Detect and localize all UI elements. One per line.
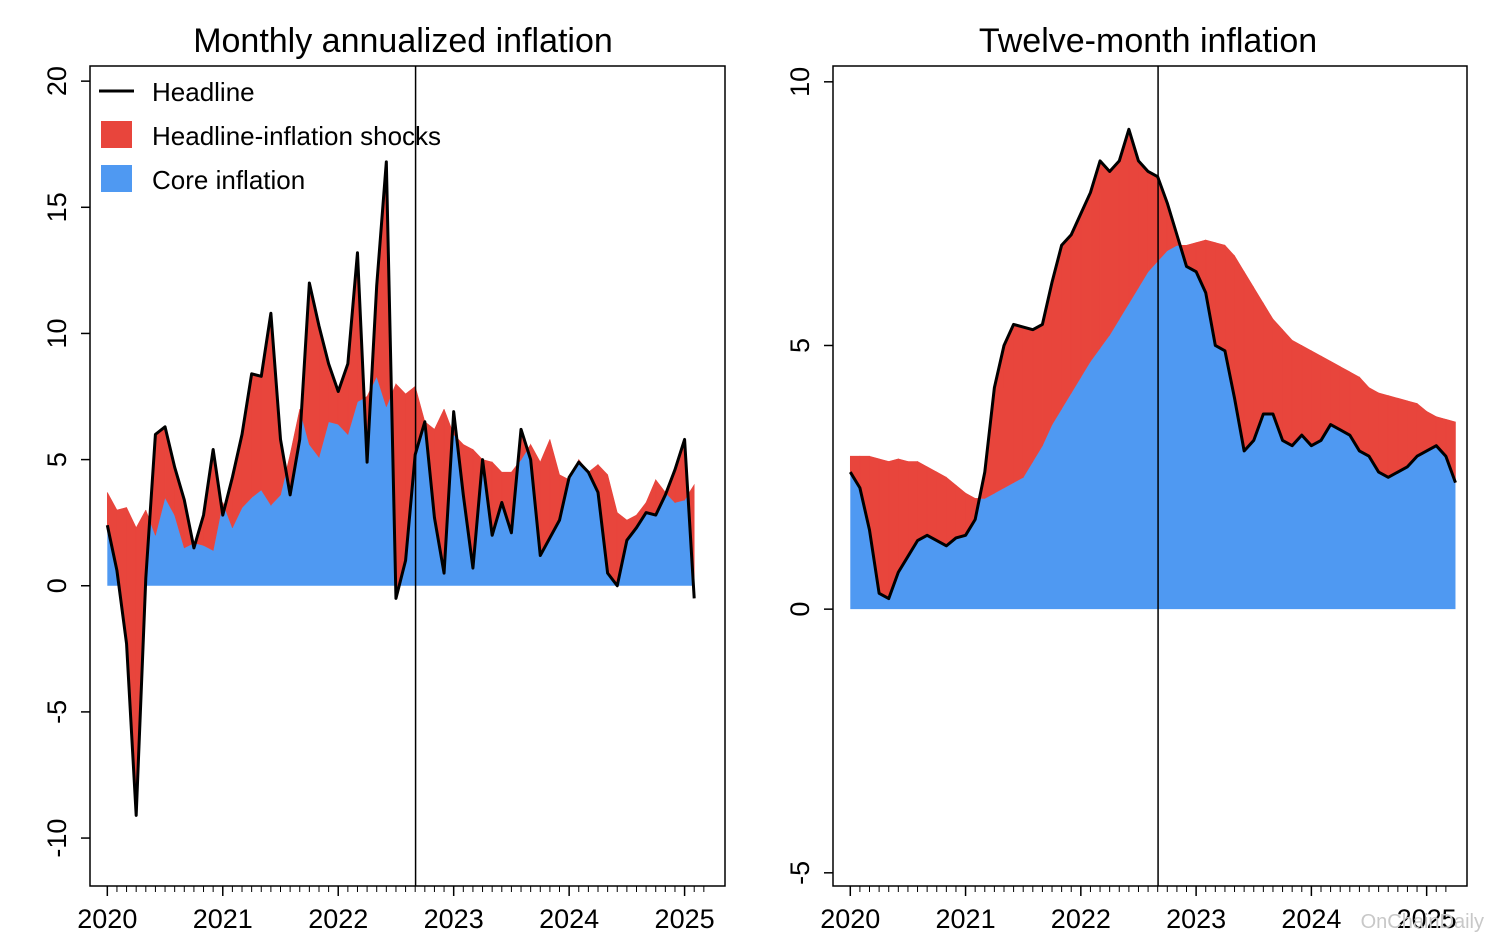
chart-title: Monthly annualized inflation (193, 22, 613, 60)
shock-segment (645, 479, 657, 516)
y-tick-label: 15 (42, 192, 72, 222)
y-tick-label: -5 (42, 700, 72, 724)
shock-segment (1359, 376, 1370, 457)
shock-segment (1138, 160, 1149, 289)
x-tick-label: 2020 (77, 904, 137, 934)
shock-segment (1378, 392, 1389, 478)
shock-segment (607, 474, 618, 587)
shock-segment (1282, 328, 1293, 447)
watermark: OnChainDaily (1360, 911, 1484, 933)
panel-monthly: Monthly annualized inflation -10 -5 0 5 10 15… (42, 22, 726, 934)
headline-line (849, 127, 1457, 601)
shock-segment (878, 458, 890, 600)
shock-segment (1291, 339, 1303, 447)
shock-segment (241, 373, 252, 509)
shock-segment (1387, 395, 1399, 478)
legend: Headline Headline-inflation shocks Core … (99, 77, 441, 195)
shock-segment (1243, 270, 1255, 452)
legend-shocks-swatch (101, 121, 132, 148)
shock-segment (926, 466, 938, 542)
shock-segment (1215, 242, 1226, 352)
x-tick-label: 2021 (936, 904, 996, 934)
headline-line (105, 160, 696, 817)
shock-segment (955, 484, 966, 539)
shock-segment (1301, 344, 1312, 447)
shock-segment (1013, 323, 1024, 484)
y-tick-label: -10 (42, 819, 72, 858)
x-tick-label: 2022 (1051, 904, 1111, 934)
legend-core-swatch (101, 165, 132, 192)
y-tick-label: 0 (785, 602, 815, 617)
x-tick-label: 2023 (1166, 904, 1226, 934)
y-tick-label: -5 (785, 861, 815, 885)
legend-core-label: Core inflation (152, 165, 305, 195)
y-tick-label: 5 (42, 452, 72, 467)
shock-segment (1416, 402, 1427, 457)
shock-segment (1339, 366, 1351, 436)
shock-segment (1109, 160, 1120, 337)
shock-segment (328, 363, 339, 425)
x-tick-label: 2024 (1281, 904, 1341, 934)
shock-segment (1080, 192, 1091, 379)
shock-segment (1099, 160, 1110, 350)
shock-segment (1311, 350, 1322, 447)
shock-segment (1070, 213, 1082, 395)
legend-shocks-label: Headline-inflation shocks (152, 121, 441, 151)
plot-frame (89, 65, 726, 887)
shock-segment (898, 458, 909, 574)
chart-title: Twelve-month inflation (979, 22, 1317, 60)
x-tick-label: 2021 (193, 904, 253, 934)
shock-segment (1061, 233, 1072, 410)
shock-segment (1263, 302, 1274, 415)
shock-segment (917, 460, 928, 542)
shock-segment (251, 373, 262, 499)
x-tick-label: 2023 (424, 904, 484, 934)
x-tick-label: 2025 (655, 904, 715, 934)
legend-headline-label: Headline (152, 77, 255, 107)
shock-segment (946, 476, 957, 547)
y-tick-label: 10 (785, 67, 815, 97)
shock-segment (1003, 324, 1014, 489)
x-tick-label: 2025 (1397, 904, 1457, 934)
x-tick-label: 2024 (539, 904, 599, 934)
shock-segment (1022, 326, 1034, 479)
core-inflation-area (850, 240, 1456, 610)
shock-segment (1397, 397, 1408, 473)
y-tick-label: 0 (42, 578, 72, 593)
y-tick-label: 10 (42, 318, 72, 348)
panel-twelve-month: Twelve-month inflation -5 0 5 10 2020 2021 202… (785, 22, 1468, 934)
y-tick-label: 5 (785, 338, 815, 353)
plot-frame (832, 65, 1468, 887)
shock-segment (1147, 170, 1158, 273)
shock-segment (1032, 323, 1043, 463)
shock-segment (936, 471, 947, 547)
x-tick-label: 2022 (308, 904, 368, 934)
x-tick-label: 2020 (820, 904, 880, 934)
y-tick-label: 20 (42, 66, 72, 96)
shock-segment (1330, 360, 1341, 431)
